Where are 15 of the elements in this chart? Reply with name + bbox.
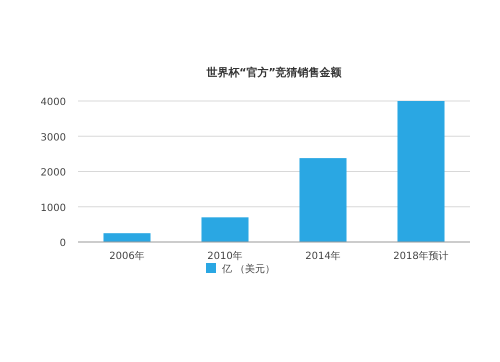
y-tick-label: 1000 [40,202,66,214]
chart-title: 世界杯“官方”竞猜销售金额 [205,66,343,79]
x-tick-label: 2006年 [109,250,145,262]
bar [201,217,249,242]
x-tick-label: 2018年预计 [393,250,449,262]
y-tick-label: 3000 [40,132,66,144]
bar [103,233,151,242]
legend-label: 亿 （美元） [221,263,276,275]
x-tick-label: 2010年 [207,250,243,262]
y-tick-label: 2000 [40,168,66,178]
y-tick-label: 0 [60,238,66,249]
x-tick-label: 2014年 [305,250,341,262]
bar [397,101,445,242]
y-tick-label: 4000 [40,97,66,108]
bar [299,158,347,242]
